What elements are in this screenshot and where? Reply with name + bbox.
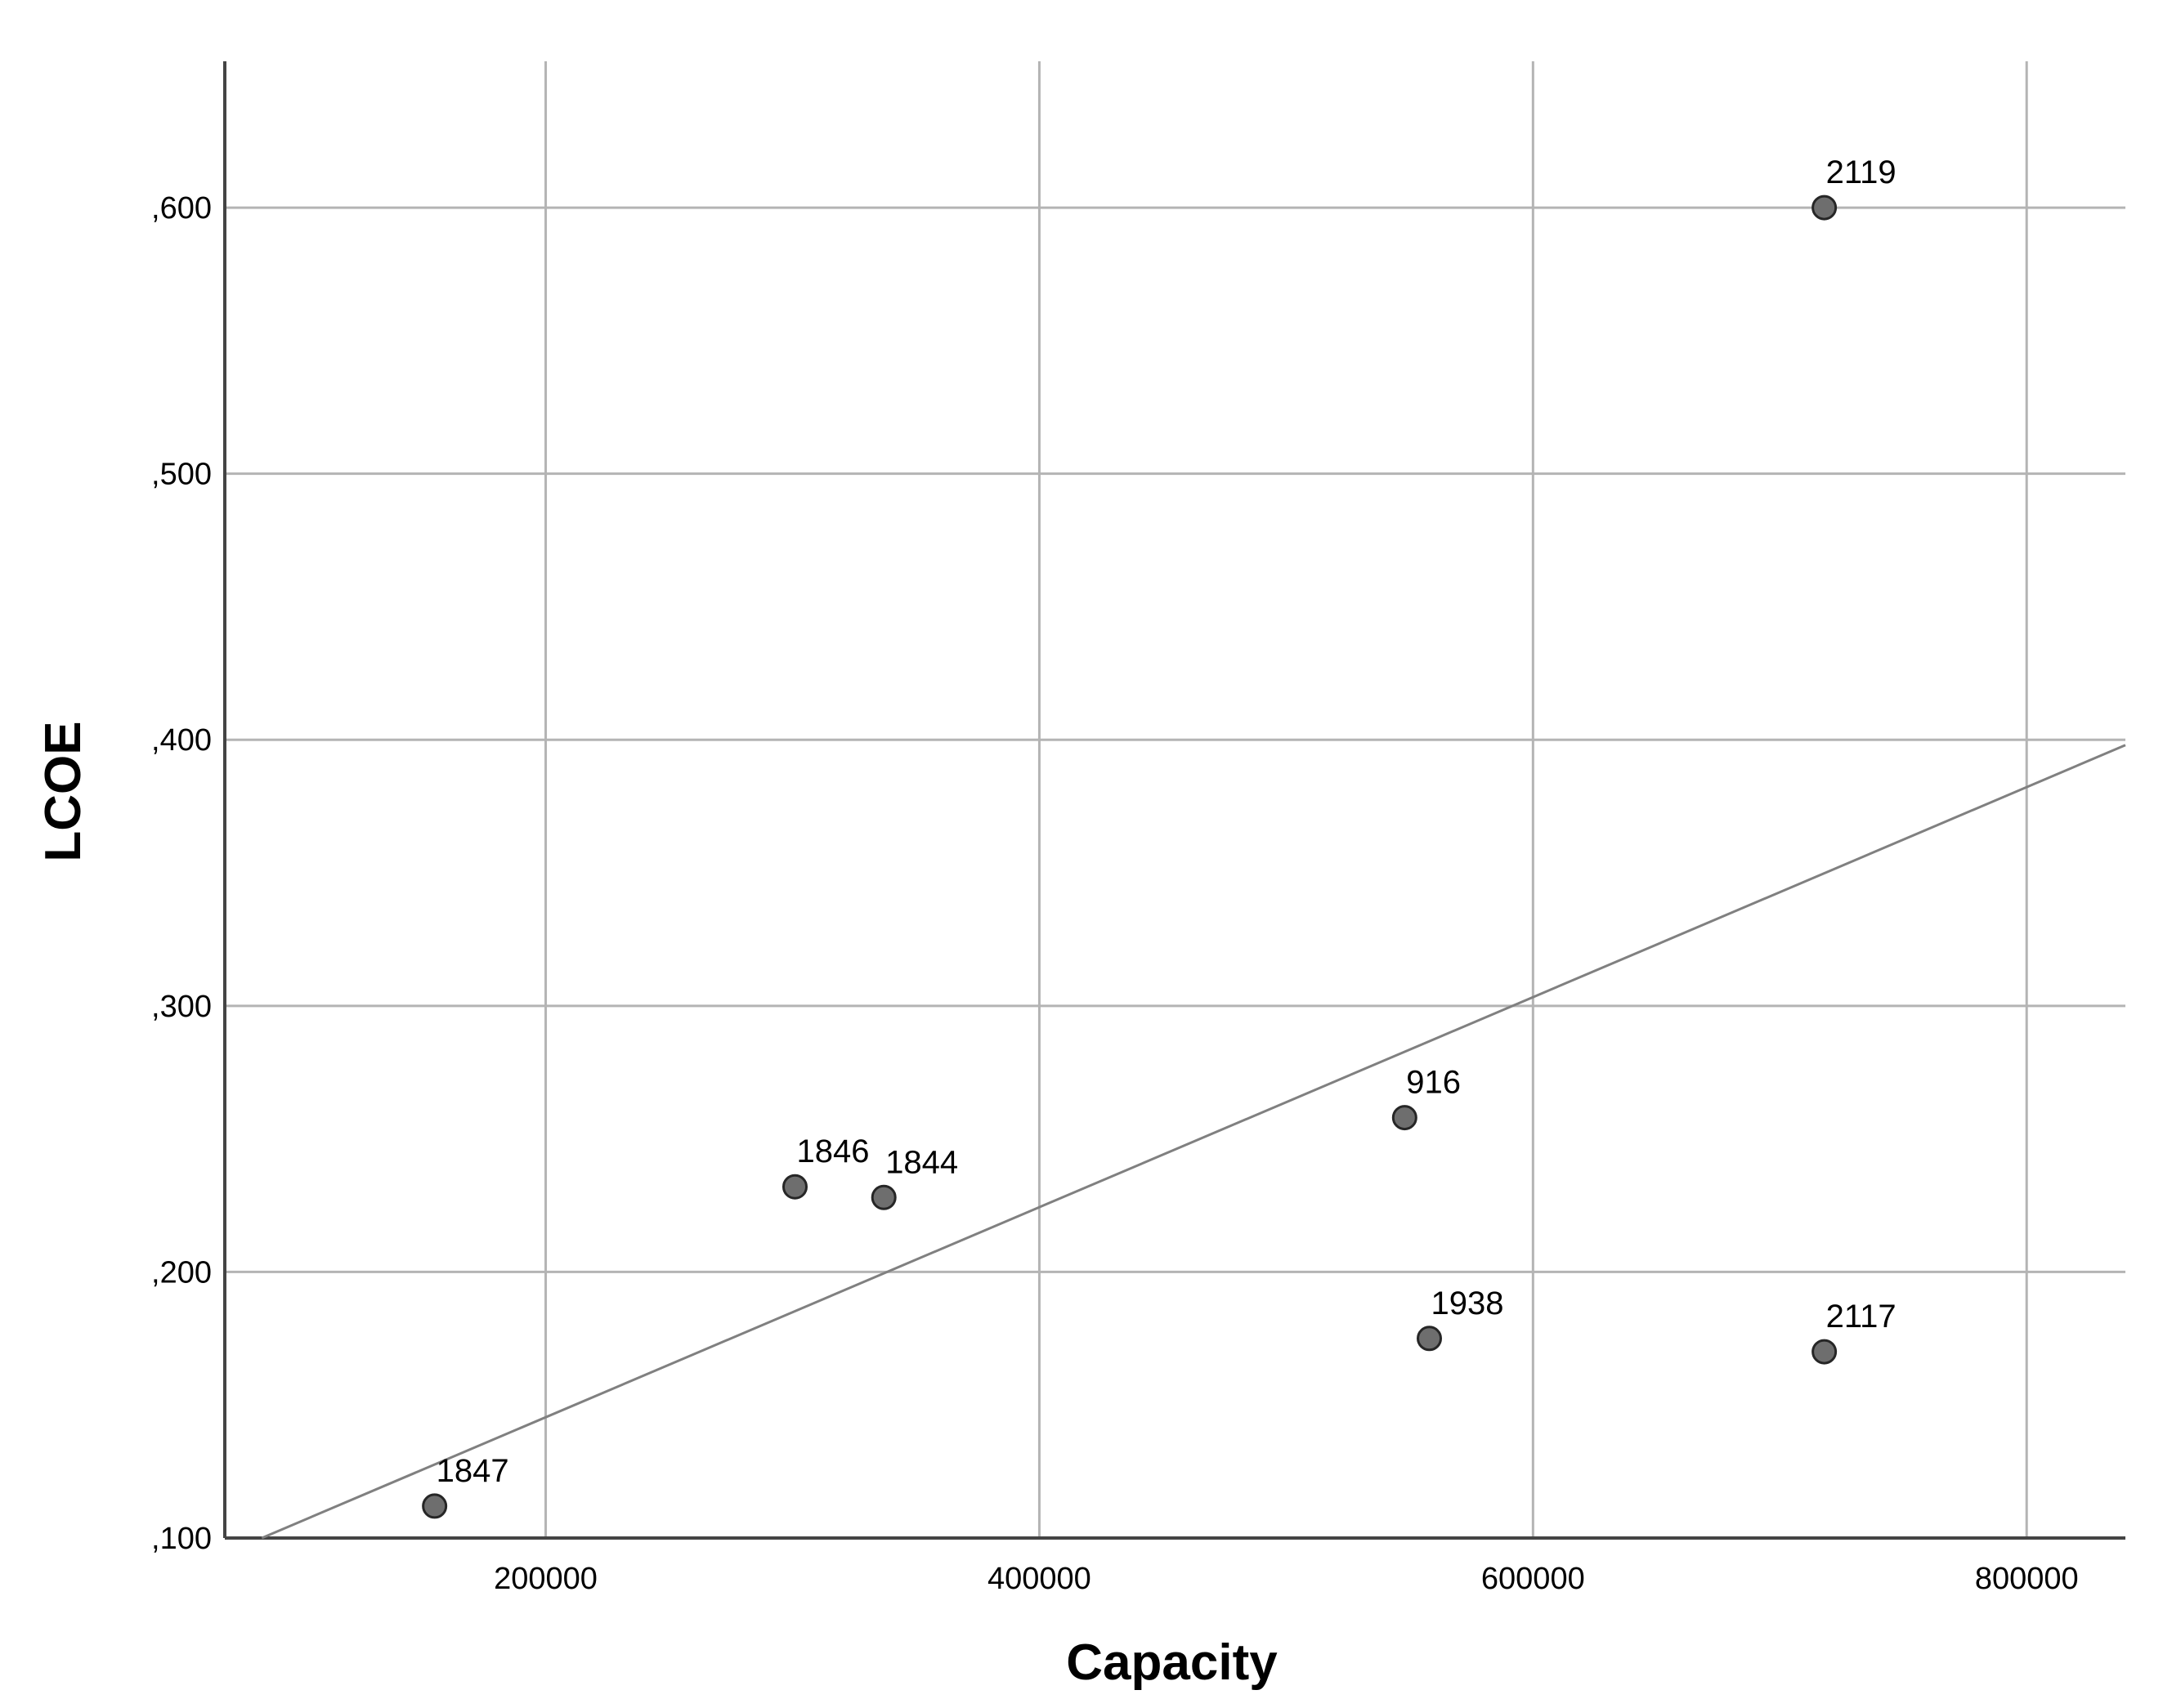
y-tick-label: ,600 — [151, 191, 212, 226]
point-label: 2117 — [1826, 1299, 1897, 1335]
y-tick-label: ,300 — [151, 990, 212, 1024]
data-point — [871, 1184, 897, 1210]
x-tick-label: 800000 — [1975, 1562, 2079, 1596]
data-point — [1811, 194, 1838, 221]
x-axis-title: Capacity — [1066, 1634, 1278, 1691]
point-label: 1847 — [437, 1453, 509, 1489]
x-tick-label: 200000 — [494, 1562, 598, 1596]
y-axis-title: LCOE — [35, 721, 92, 861]
y-tick-label: ,100 — [151, 1522, 212, 1556]
axes — [223, 61, 2125, 1540]
point-label: 1846 — [797, 1133, 870, 1169]
data-point — [422, 1493, 448, 1519]
fit-line — [261, 744, 2126, 1540]
point-label: 1844 — [885, 1144, 958, 1180]
tick-labels: ,100 ,200 ,300 ,400 ,500 ,600 200000 400000 6000… — [151, 191, 2079, 1596]
fit-line-group — [261, 744, 2126, 1540]
x-tick-label: 400000 — [987, 1562, 1091, 1596]
data-points: 1847 1846 1844 916 1938 2119 2117 — [422, 154, 1897, 1519]
point-label: 2119 — [1826, 154, 1897, 190]
point-label: 916 — [1406, 1065, 1461, 1101]
data-point — [782, 1174, 808, 1200]
y-tick-label: ,400 — [151, 723, 212, 758]
data-point — [1391, 1105, 1417, 1131]
point-label: 1938 — [1431, 1285, 1504, 1321]
y-tick-label: ,500 — [151, 458, 212, 492]
y-tick-label: ,200 — [151, 1255, 212, 1290]
data-point — [1811, 1339, 1838, 1365]
x-tick-label: 600000 — [1481, 1562, 1585, 1596]
grid-lines — [225, 61, 2125, 1538]
data-point — [1417, 1326, 1443, 1352]
